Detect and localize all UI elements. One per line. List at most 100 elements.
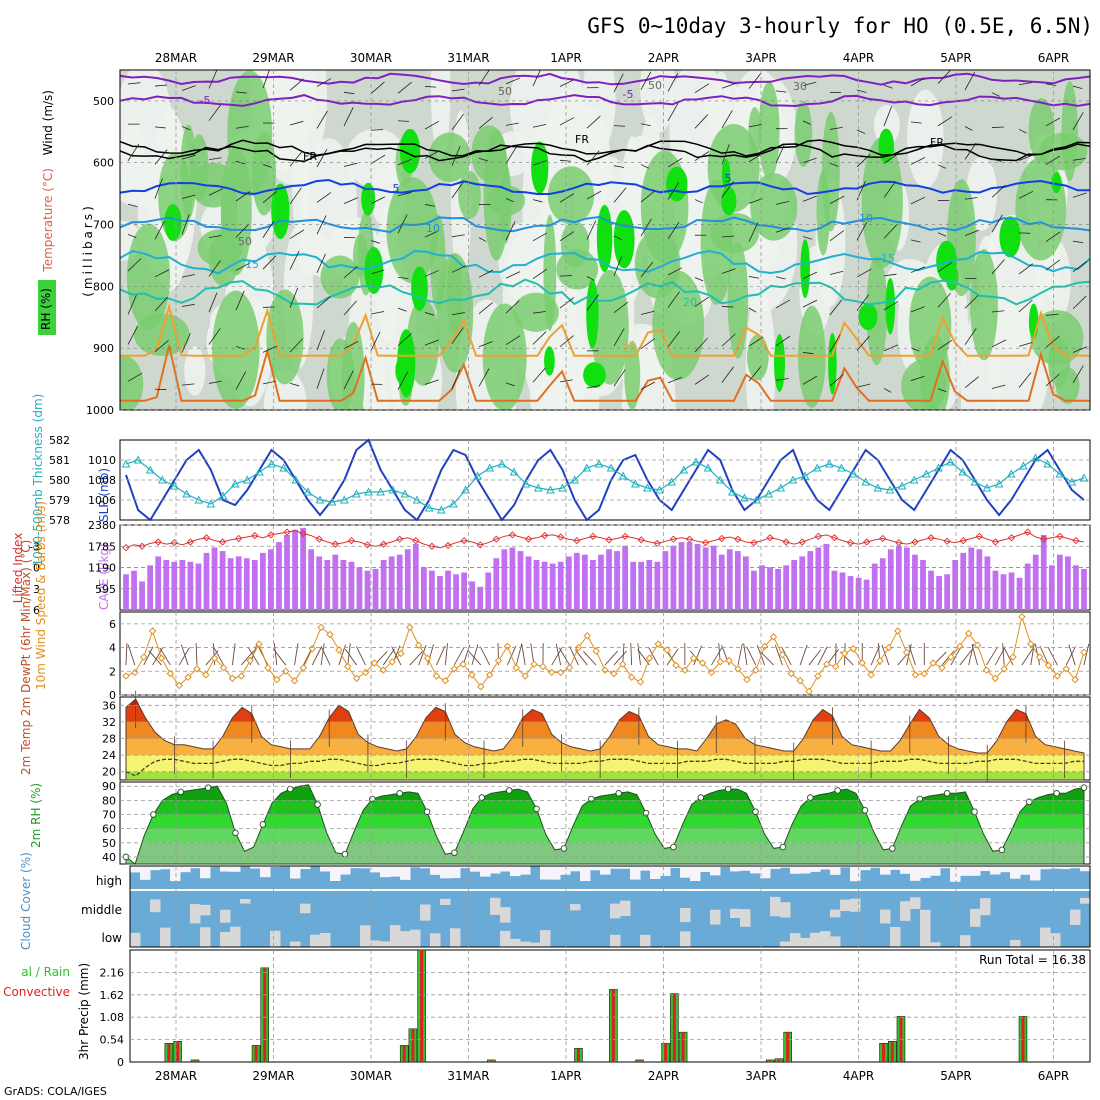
date-label-bottom: 30MAR	[350, 1069, 392, 1083]
credit-text: GrADS: COLA/IGES	[4, 1085, 107, 1098]
wind-speed-marker	[423, 654, 432, 662]
rh-marker	[834, 787, 841, 794]
wind-speed-marker	[964, 629, 973, 638]
wind-barb	[586, 190, 602, 200]
surface-wind-barb	[613, 650, 627, 666]
cape-bar	[163, 560, 170, 610]
cape-bar	[1073, 565, 1079, 610]
temp-side-label: Temperature (°C)	[41, 168, 55, 273]
thickness-marker	[643, 483, 652, 492]
surface-wind-barb	[1065, 646, 1076, 666]
li-marker	[879, 534, 887, 543]
date-label-top: 29MAR	[252, 51, 294, 65]
wind-barb	[451, 181, 464, 199]
cape-bar	[984, 556, 991, 610]
rh-tick: 70	[102, 809, 116, 822]
low-cloud-gap	[360, 925, 371, 947]
precip-bar-convective	[263, 967, 267, 1062]
li-marker	[460, 536, 468, 545]
wind-barb	[181, 85, 196, 91]
pressure-tick: 500	[93, 95, 114, 108]
thickness-marker	[970, 477, 980, 486]
wind-barb	[964, 295, 979, 309]
wind-barb	[829, 195, 845, 205]
thickness-axis-label: 1000-500mb Thickness (dm)	[31, 394, 45, 567]
moist-area	[458, 171, 481, 220]
mid-cloud-gap	[970, 908, 981, 927]
high-cloud-gap	[870, 866, 881, 868]
cape-bar	[469, 581, 476, 610]
wind-speed-marker	[246, 656, 254, 665]
cape-bar	[187, 561, 194, 610]
rh-marker	[314, 801, 321, 808]
wind-barb	[640, 261, 654, 278]
wind-speed-marker	[122, 672, 130, 680]
cape-bar	[1056, 554, 1063, 610]
high-cloud-gap	[340, 866, 351, 875]
wind-barb	[370, 129, 383, 131]
cape-bar	[445, 570, 451, 610]
contour-label: 50	[238, 235, 252, 248]
wind-speed-marker	[202, 671, 210, 679]
wind-barb	[451, 146, 461, 166]
thickness-marker	[449, 499, 458, 508]
cape-bar	[879, 558, 886, 610]
high-cloud-gap	[680, 866, 691, 878]
date-label-bottom: 6APR	[1038, 1069, 1069, 1083]
saturated-area	[531, 141, 549, 194]
wind-barb	[802, 120, 811, 125]
surface-wind-barb	[294, 643, 299, 666]
precip-total-label: al / Rain	[21, 965, 70, 979]
wind-speed-marker	[876, 656, 884, 665]
li-marker	[637, 536, 645, 544]
wind-barb	[883, 344, 899, 352]
saturated-area	[936, 240, 957, 282]
wind-barb	[667, 291, 680, 308]
cape-tick: 1190	[88, 562, 116, 575]
wind-barb	[289, 120, 304, 126]
cape-bar	[324, 560, 331, 610]
wind-barb	[640, 310, 655, 315]
cloud-panel: Cloud Cover (%) high middle low	[19, 852, 1091, 950]
precip-bar-convective	[899, 1016, 903, 1062]
mid-cloud-gap	[440, 898, 451, 905]
cape-bar	[710, 545, 717, 610]
surface-wind-barb	[711, 647, 723, 666]
high-cloud-gap	[580, 866, 591, 882]
rh-marker	[505, 787, 513, 794]
wind-barb	[991, 384, 1006, 389]
thickness-marker	[1055, 469, 1065, 478]
wind-barb	[1072, 112, 1084, 131]
high-cloud-gap	[790, 866, 801, 874]
wind-speed-marker	[157, 654, 166, 662]
surface-wind-barb	[479, 646, 491, 666]
rh-marker	[396, 790, 403, 797]
wind-barb	[991, 339, 1007, 348]
wind-barb	[154, 126, 166, 129]
thickness-marker	[376, 487, 385, 496]
dry-area	[906, 89, 944, 189]
wind-barb	[883, 224, 898, 239]
wind-barb	[640, 338, 656, 349]
mid-cloud-gap	[780, 902, 791, 918]
li-marker	[283, 528, 291, 536]
wind-speed-marker	[521, 672, 529, 680]
high-cloud-gap	[660, 866, 671, 876]
date-label-top: 31MAR	[447, 51, 489, 65]
cape-bar	[453, 574, 459, 610]
mid-cloud-gap	[1070, 909, 1081, 925]
wind-barb	[235, 223, 250, 238]
precip-bar-convective	[254, 1045, 258, 1062]
wind-barb	[694, 277, 704, 282]
wind-barb	[640, 164, 649, 169]
saturated-area	[361, 182, 376, 216]
wind-barb	[559, 335, 574, 347]
precip-bar-convective	[664, 1043, 668, 1062]
high-cloud-gap	[670, 866, 681, 868]
wind-barb	[424, 204, 436, 207]
wind-barb	[640, 123, 651, 127]
wind-speed-marker	[148, 627, 157, 635]
surface-wind-barb	[959, 649, 973, 666]
cape-bar	[380, 560, 387, 610]
high-cloud-gap	[830, 866, 841, 875]
